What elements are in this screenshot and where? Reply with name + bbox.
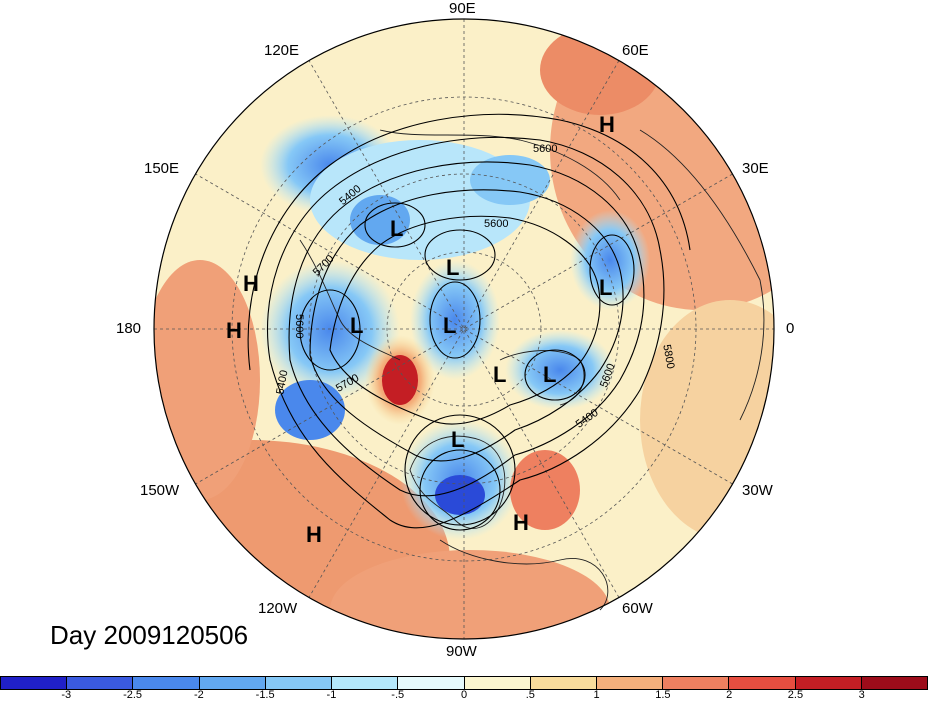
lon-label-0: 0 [786, 320, 795, 337]
high-marker: H [306, 522, 322, 547]
lon-label-120w: 120W [258, 600, 298, 617]
colorbar-tick-label: 2.5 [787, 689, 804, 701]
lon-label-150w: 150W [140, 482, 180, 499]
colorbar-swatch [398, 677, 465, 689]
colorbar-tick-label: 3 [858, 689, 865, 701]
low-marker: L [446, 255, 459, 280]
colorbar-tick-label: -2 [193, 689, 204, 701]
colorbar-swatch [596, 677, 664, 689]
colorbar-tick-label: .5 [525, 689, 535, 701]
graticule [154, 19, 774, 639]
low-marker: L [599, 275, 612, 300]
contour-label: 5600 [293, 314, 305, 338]
colorbar-swatch [332, 677, 399, 689]
colorbar-swatch [464, 677, 531, 689]
lon-label-120e: 120E [264, 42, 300, 59]
colorbar-swatch [729, 677, 796, 689]
colorbar-swatch [265, 677, 333, 689]
low-marker: L [390, 216, 403, 241]
low-marker: L [493, 362, 506, 387]
colorbar-tick-label: 2 [726, 689, 733, 701]
low-marker: L [350, 313, 363, 338]
map-boundary [153, 18, 775, 640]
pressure-center-group: H H H H H L L L L L L L L [226, 112, 615, 547]
high-marker: H [599, 112, 615, 137]
lon-label-90e: 90E [449, 0, 476, 17]
high-marker: H [226, 318, 242, 343]
colorbar-swatch [1, 677, 68, 689]
high-marker: H [513, 510, 529, 535]
lon-label-60e: 60E [622, 42, 649, 59]
colorbar-tick-label: -1.5 [255, 689, 275, 701]
high-marker: H [243, 271, 259, 296]
colorbar [0, 676, 928, 690]
lon-label-150e: 150E [144, 160, 180, 177]
lon-label-30w: 30W [742, 482, 773, 499]
colorbar-swatch [795, 677, 862, 689]
lon-label-90w: 90W [446, 643, 477, 660]
height-contours [247, 113, 691, 531]
colorbar-tick-label: -1 [326, 689, 337, 701]
colorbar-swatch [861, 677, 928, 689]
colorbar-tick-label: -2.5 [123, 689, 143, 701]
colorbar-tick-label: 1 [593, 689, 600, 701]
colorbar-tick-label: 0 [460, 689, 468, 701]
colorbar-swatch [199, 677, 266, 689]
colorbar-swatch [530, 677, 597, 689]
lon-label-30e: 30E [742, 160, 769, 177]
colorbar-tick-label: -3 [61, 689, 72, 701]
coastlines [299, 129, 765, 611]
colorbar-swatch [67, 677, 134, 689]
low-marker: L [543, 362, 556, 387]
contour-label: 5800 [660, 344, 676, 370]
colorbar-tick-label: 1.5 [655, 689, 671, 701]
contour-label: 5600 [533, 143, 557, 155]
colorbar-swatch [133, 677, 200, 689]
low-marker: L [443, 313, 456, 338]
map-title: Day 2009120506 [50, 620, 249, 650]
colorbar-swatch [663, 677, 730, 689]
contour-label: 5400 [274, 369, 290, 395]
low-marker: L [451, 427, 464, 452]
anomaly-field [154, 19, 774, 639]
contour-label: 5600 [484, 218, 508, 230]
lon-label-180: 180 [116, 320, 142, 337]
lon-label-60w: 60W [622, 600, 653, 617]
colorbar-tick-label: -.5 [391, 689, 405, 701]
